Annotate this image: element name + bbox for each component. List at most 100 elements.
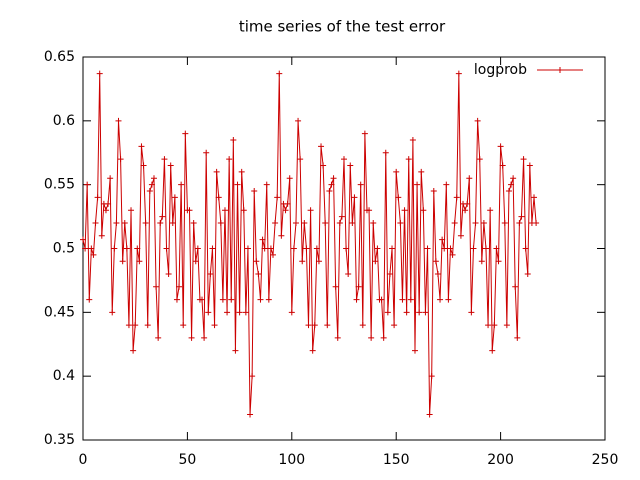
point-marker	[270, 251, 277, 258]
point-marker	[201, 334, 208, 341]
point-marker	[380, 334, 387, 341]
point-marker	[384, 309, 391, 316]
point-marker	[159, 213, 166, 220]
point-marker	[439, 236, 446, 243]
point-marker	[188, 334, 195, 341]
point-marker	[88, 245, 95, 252]
point-marker	[311, 322, 318, 329]
point-marker	[105, 200, 112, 207]
point-marker	[80, 236, 86, 243]
point-marker	[416, 309, 423, 316]
point-marker	[178, 181, 185, 188]
point-marker	[303, 245, 310, 252]
point-marker	[326, 188, 333, 195]
point-marker	[485, 322, 492, 329]
point-marker	[228, 296, 235, 303]
point-marker	[414, 181, 421, 188]
point-marker	[382, 149, 389, 156]
y-tick-label: 0.6	[53, 113, 75, 129]
point-marker	[508, 181, 515, 188]
point-marker	[338, 213, 345, 220]
point-marker	[267, 245, 274, 252]
point-marker	[186, 207, 193, 214]
point-marker	[251, 188, 258, 195]
point-marker	[307, 207, 314, 214]
point-marker	[401, 207, 408, 214]
x-tick-label: 100	[278, 452, 305, 468]
point-marker	[430, 188, 437, 195]
point-marker	[182, 130, 189, 137]
point-marker	[215, 194, 222, 201]
point-marker	[190, 219, 197, 226]
y-tick-label: 0.45	[44, 304, 75, 320]
y-tick-label: 0.5	[53, 241, 75, 257]
point-marker	[443, 181, 450, 188]
point-marker	[169, 219, 176, 226]
point-marker	[194, 245, 201, 252]
point-marker	[115, 117, 122, 124]
point-marker	[144, 322, 151, 329]
point-marker	[286, 175, 293, 182]
point-marker	[361, 130, 368, 137]
point-marker	[451, 219, 458, 226]
point-marker	[318, 143, 325, 150]
y-tick-label: 0.35	[44, 432, 75, 448]
point-marker	[217, 219, 224, 226]
point-marker	[330, 175, 337, 182]
point-marker	[482, 245, 489, 252]
point-marker	[123, 245, 130, 252]
point-marker	[203, 149, 210, 156]
point-marker	[102, 207, 109, 214]
point-marker	[332, 283, 339, 290]
point-marker	[142, 219, 149, 226]
point-marker	[284, 200, 291, 207]
point-marker	[213, 168, 220, 175]
point-marker	[524, 271, 531, 278]
point-marker	[173, 296, 180, 303]
point-marker	[411, 347, 418, 354]
point-marker	[472, 219, 479, 226]
point-marker	[211, 322, 218, 329]
point-marker	[441, 245, 448, 252]
legend-label: logprob	[474, 62, 527, 78]
point-marker	[343, 245, 350, 252]
point-marker	[247, 411, 254, 418]
point-marker	[199, 296, 206, 303]
point-marker	[117, 156, 124, 163]
point-marker	[426, 411, 433, 418]
point-marker	[445, 296, 452, 303]
point-marker	[313, 245, 320, 252]
point-marker	[503, 322, 510, 329]
point-marker	[297, 156, 304, 163]
point-marker	[397, 219, 404, 226]
series-line	[82, 73, 537, 415]
point-marker	[422, 309, 429, 316]
point-marker	[526, 162, 533, 169]
point-marker	[155, 334, 162, 341]
point-marker	[351, 194, 358, 201]
point-marker	[167, 162, 174, 169]
point-marker	[148, 181, 155, 188]
point-marker	[207, 271, 214, 278]
point-marker	[428, 373, 435, 380]
point-marker	[274, 194, 281, 201]
point-marker	[372, 258, 379, 265]
point-marker	[395, 194, 402, 201]
point-marker	[282, 207, 289, 214]
point-marker	[514, 334, 521, 341]
point-marker	[180, 322, 187, 329]
point-marker	[128, 207, 135, 214]
point-marker	[462, 207, 469, 214]
point-marker	[301, 219, 308, 226]
point-marker	[234, 181, 241, 188]
point-marker	[138, 143, 145, 150]
point-marker	[153, 283, 160, 290]
point-marker	[224, 309, 231, 316]
point-marker	[505, 188, 512, 195]
legend-swatch-marker	[557, 67, 563, 73]
x-tick-label: 50	[178, 452, 196, 468]
point-marker	[437, 296, 444, 303]
x-tick-label: 200	[487, 452, 514, 468]
